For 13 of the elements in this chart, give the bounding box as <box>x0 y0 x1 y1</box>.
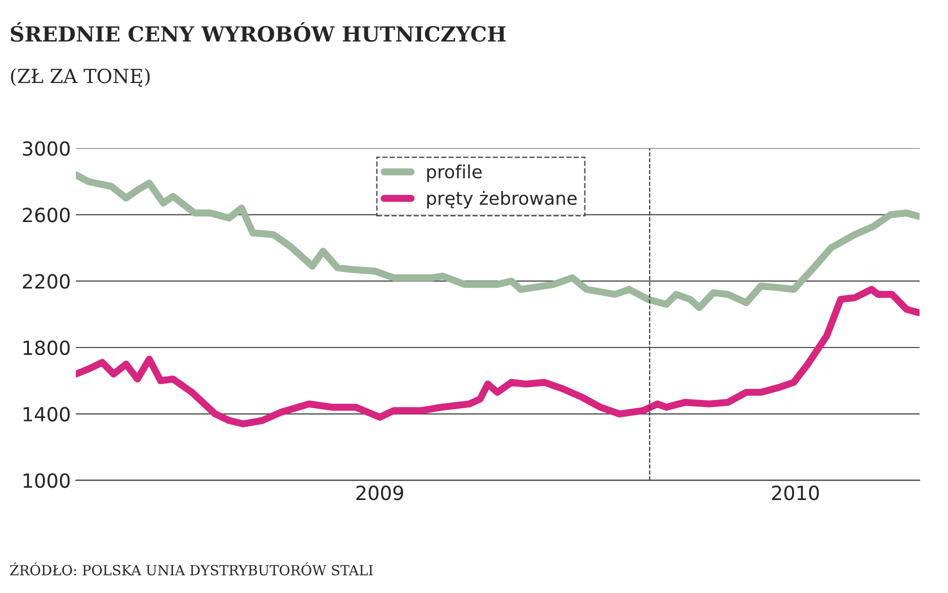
y-tick-label: 1000 <box>24 473 70 488</box>
chart-title: ŚREDNIE CENY WYROBÓW HUTNICZYCH <box>10 22 506 42</box>
legend-label: profile <box>427 164 482 182</box>
y-tick-label: 1800 <box>24 340 70 356</box>
y-tick-label: 2600 <box>22 208 70 222</box>
y-tick-label: 1400 <box>24 406 70 422</box>
text: ŹRÓDŁO: POLSKA UNIA DYSTRYBUTORÓW STALI <box>10 562 373 576</box>
legend-label: pręty żebrowane <box>427 191 577 208</box>
x-tick-label: 2010 <box>772 486 819 500</box>
y-tick-label: 2200 <box>22 274 70 289</box>
x-tick-label: 2009 <box>356 486 404 500</box>
chart-subtitle: (ZŁ ZA TONĘ) <box>11 68 150 87</box>
y-tick-label: 3000 <box>22 141 70 156</box>
